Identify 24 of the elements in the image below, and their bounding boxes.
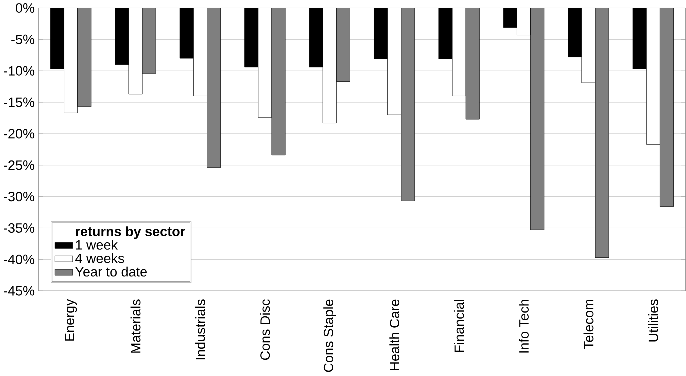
x-tick-label: Telecom	[584, 300, 594, 350]
y-tick-label: -30%	[4, 192, 35, 202]
y-tick-label: -35%	[4, 223, 35, 233]
legend-label: Year to date	[76, 266, 147, 277]
x-tick-label: Financial	[454, 300, 464, 352]
x-tick-label: Materials	[130, 300, 141, 353]
x-tick-label: Energy	[65, 299, 78, 341]
y-tick-label: -45%	[4, 286, 35, 296]
y-tick-label: -5%	[12, 34, 35, 44]
x-tick-label: Health Care	[390, 300, 400, 370]
x-tick-label: Info Tech	[519, 300, 529, 353]
y-tick-label: -25%	[4, 160, 35, 170]
legend-label: 1 week	[76, 240, 118, 250]
y-tick-label: 0%	[16, 3, 35, 13]
x-tick-label: Cons Staple	[324, 300, 336, 372]
y-tick-label: -15%	[4, 98, 35, 108]
x-tick-label: Utilities	[648, 300, 658, 342]
y-tick-label: -10%	[4, 66, 35, 76]
legend-label: 4 weeks	[76, 253, 124, 264]
y-tick-label: -20%	[4, 129, 35, 139]
x-tick-label: Industrials	[196, 300, 206, 360]
y-tick-label: -40%	[4, 254, 35, 264]
legend-title: returns by sector	[76, 226, 186, 240]
x-tick-label: Cons Disc	[260, 299, 270, 360]
